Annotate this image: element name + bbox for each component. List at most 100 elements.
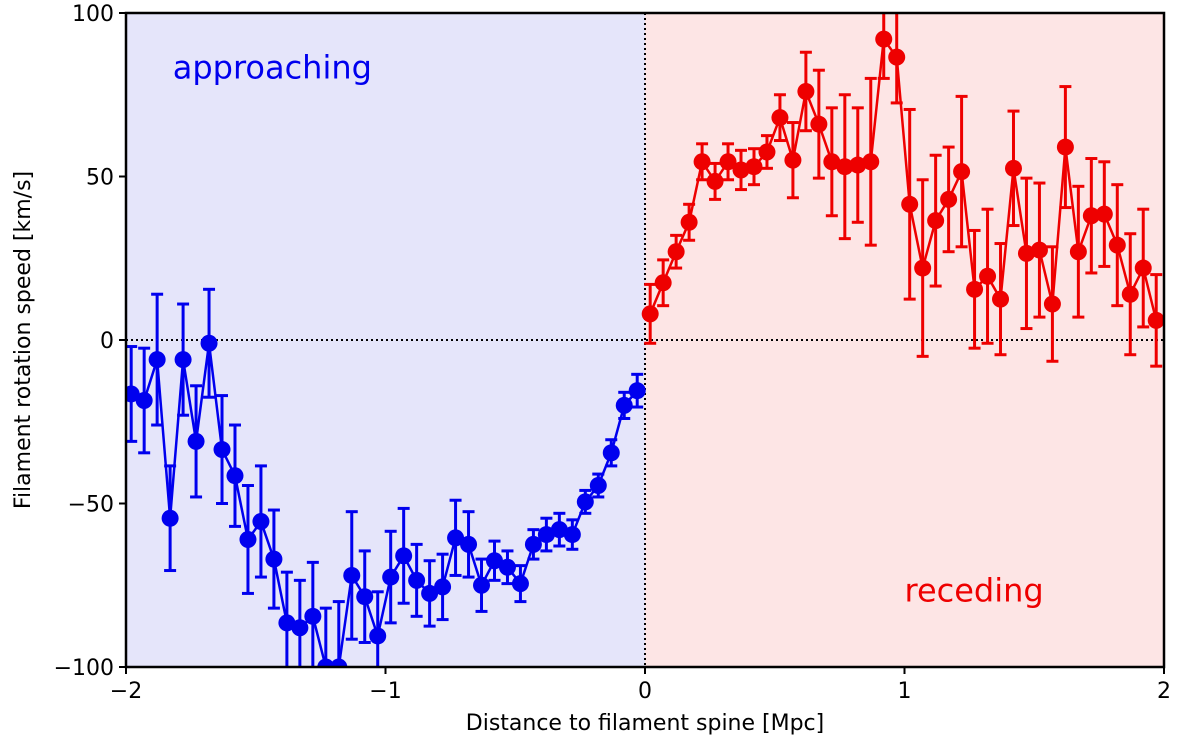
- x-tick-label: −2: [110, 679, 142, 704]
- data-point: [434, 578, 452, 596]
- reference-lines: [126, 13, 1164, 667]
- data-point: [914, 259, 932, 277]
- data-point: [589, 477, 607, 495]
- data-point: [628, 382, 646, 400]
- y-axis-label: Filament rotation speed [km/s]: [11, 171, 36, 509]
- data-point: [849, 156, 867, 174]
- ticks: −2 −1 0 1 2 −100 −50 0 50 100: [54, 2, 1171, 704]
- data-point: [1004, 159, 1022, 177]
- data-point: [473, 576, 491, 594]
- data-point: [213, 441, 231, 459]
- data-point: [719, 153, 737, 171]
- y-tick-label: −100: [54, 656, 114, 681]
- data-point: [408, 571, 426, 589]
- data-point: [421, 584, 439, 602]
- data-point: [382, 568, 400, 586]
- data-point: [1121, 285, 1139, 303]
- plot-area: [126, 13, 1164, 667]
- series-1: [641, 13, 1164, 368]
- data-point: [1030, 241, 1048, 259]
- data-point: [1069, 243, 1087, 261]
- data-point: [979, 267, 997, 285]
- data-point: [992, 290, 1010, 308]
- y-tick-label: 0: [100, 329, 114, 354]
- data-point: [304, 607, 322, 625]
- data-point: [823, 153, 841, 171]
- data-point: [758, 143, 776, 161]
- data-point: [135, 391, 153, 409]
- data-point: [1108, 236, 1126, 254]
- annotations: approaching receding: [173, 48, 1044, 609]
- data-point: [732, 161, 750, 179]
- data-point: [369, 627, 387, 645]
- data-point: [1043, 295, 1061, 313]
- data-point: [875, 30, 893, 48]
- data-point: [1147, 311, 1164, 329]
- data-point: [927, 212, 945, 230]
- data-point: [550, 521, 568, 539]
- data-point: [187, 432, 205, 450]
- data-point: [161, 509, 179, 527]
- y-tick-label: 100: [72, 2, 114, 27]
- data-point: [498, 558, 516, 576]
- data-point: [330, 658, 348, 667]
- data-point: [1056, 138, 1074, 156]
- annotation-1: receding: [905, 572, 1044, 610]
- x-tick-label: −1: [369, 679, 401, 704]
- data-point: [1017, 244, 1035, 262]
- annotation-0: approaching: [173, 48, 372, 86]
- data-point: [265, 550, 283, 568]
- data-point: [317, 658, 335, 667]
- data-point: [966, 280, 984, 298]
- data-point: [1082, 207, 1100, 225]
- data-point: [602, 444, 620, 462]
- data-point: [810, 115, 828, 133]
- data-point: [901, 195, 919, 213]
- data-point: [1134, 259, 1152, 277]
- data-point: [953, 163, 971, 181]
- data-point: [888, 48, 906, 66]
- data-point: [239, 530, 257, 548]
- data-point: [693, 153, 711, 171]
- y-tick-label: 50: [86, 166, 114, 191]
- data-point: [641, 305, 659, 323]
- data-point: [680, 213, 698, 231]
- data-point: [485, 552, 503, 570]
- data-point: [940, 190, 958, 208]
- data-point: [343, 566, 361, 584]
- data-point: [1095, 205, 1113, 223]
- y-tick-label: −50: [68, 493, 114, 518]
- data-point: [615, 396, 633, 414]
- data-point: [174, 351, 192, 369]
- data-point: [226, 467, 244, 485]
- data-point: [745, 158, 763, 176]
- data-point: [667, 243, 685, 261]
- data-point: [511, 575, 529, 593]
- data-point: [291, 619, 309, 637]
- data-point: [654, 274, 672, 292]
- data-point: [576, 493, 594, 511]
- data-point: [862, 153, 880, 171]
- data-point: [524, 535, 542, 553]
- data-point: [784, 151, 802, 169]
- x-axis-label: Distance to filament spine [Mpc]: [466, 711, 824, 736]
- data-point: [771, 109, 789, 127]
- data-point: [395, 547, 413, 565]
- data-point: [836, 158, 854, 176]
- x-tick-label: 2: [1157, 679, 1171, 704]
- series-0: [126, 287, 646, 667]
- data-point: [563, 526, 581, 544]
- data-point: [148, 351, 166, 369]
- data-point: [252, 512, 270, 530]
- data-point: [200, 334, 218, 352]
- data-point: [356, 588, 374, 606]
- data-point: [537, 526, 555, 544]
- x-tick-label: 1: [898, 679, 912, 704]
- data-point: [447, 529, 465, 547]
- data-point: [797, 82, 815, 100]
- x-tick-label: 0: [638, 679, 652, 704]
- data-point: [460, 535, 478, 553]
- data-point: [706, 172, 724, 190]
- data-point: [278, 614, 296, 632]
